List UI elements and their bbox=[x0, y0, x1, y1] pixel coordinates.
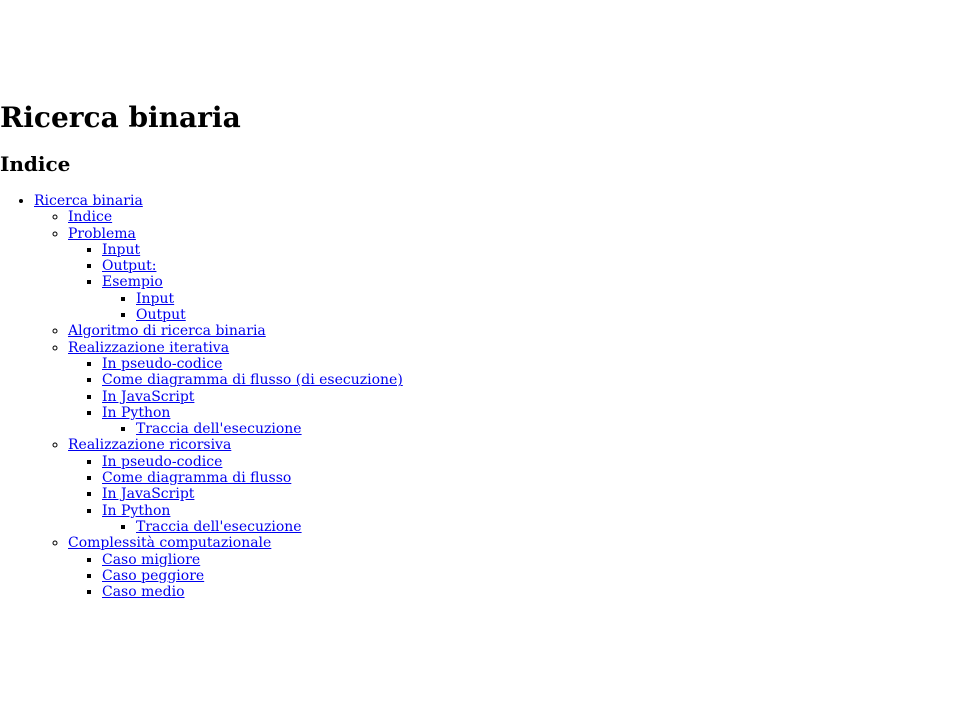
toc-item-in-python: In PythonTraccia dell'esecuzione bbox=[102, 503, 960, 536]
toc-link-come-diagramma-di-flusso[interactable]: Come diagramma di flusso bbox=[102, 470, 292, 487]
toc-item-input: Input bbox=[102, 242, 960, 258]
toc-link-traccia-dell-esecuzione[interactable]: Traccia dell'esecuzione bbox=[136, 518, 302, 535]
toc-link-in-python[interactable]: In Python bbox=[102, 404, 171, 421]
toc-link-input[interactable]: Input bbox=[136, 290, 175, 307]
toc-link-complessita-computazionale[interactable]: Complessità computazionale bbox=[68, 535, 272, 552]
toc-item-input: Input bbox=[136, 291, 960, 307]
toc-list-level-3: In pseudo-codiceCome diagramma di flusso… bbox=[68, 454, 960, 535]
toc-link-traccia-dell-esecuzione[interactable]: Traccia dell'esecuzione bbox=[136, 421, 302, 438]
toc-link-output[interactable]: Output bbox=[136, 307, 186, 324]
toc-item-realizzazione-ricorsiva: Realizzazione ricorsivaIn pseudo-codiceC… bbox=[68, 437, 960, 535]
toc-link-caso-migliore[interactable]: Caso migliore bbox=[102, 551, 201, 568]
toc-link-realizzazione-iterativa[interactable]: Realizzazione iterativa bbox=[68, 339, 230, 356]
toc-list-level-4: InputOutput bbox=[102, 291, 960, 324]
toc-item-indice: Indice bbox=[68, 209, 960, 225]
toc-link-algoritmo-di-ricerca-binaria[interactable]: Algoritmo di ricerca binaria bbox=[68, 323, 266, 340]
toc-item-in-pseudo-codice: In pseudo-codice bbox=[102, 454, 960, 470]
toc-list-level-2: IndiceProblemaInputOutput:EsempioInputOu… bbox=[34, 209, 960, 600]
toc-heading: Indice bbox=[0, 152, 71, 176]
toc-item-in-pseudo-codice: In pseudo-codice bbox=[102, 356, 960, 372]
toc-item-algoritmo-di-ricerca-binaria: Algoritmo di ricerca binaria bbox=[68, 323, 960, 339]
toc-list-level-3: In pseudo-codiceCome diagramma di flusso… bbox=[68, 356, 960, 437]
toc-item-problema: ProblemaInputOutput:EsempioInputOutput bbox=[68, 226, 960, 324]
toc-link-esempio[interactable]: Esempio bbox=[102, 274, 163, 291]
toc-link-in-python[interactable]: In Python bbox=[102, 502, 171, 519]
toc-link-come-diagramma-di-flusso-di-esecuzione[interactable]: Come diagramma di flusso (di esecuzione) bbox=[102, 372, 403, 389]
toc-link-output[interactable]: Output: bbox=[102, 258, 157, 275]
toc-link-input[interactable]: Input bbox=[102, 241, 141, 258]
toc-item-in-javascript: In JavaScript bbox=[102, 389, 960, 405]
toc-link-in-pseudo-codice[interactable]: In pseudo-codice bbox=[102, 355, 223, 372]
toc-item-come-diagramma-di-flusso-di-esecuzione: Come diagramma di flusso (di esecuzione) bbox=[102, 372, 960, 388]
toc-item-output: Output bbox=[136, 307, 960, 323]
toc-item-come-diagramma-di-flusso: Come diagramma di flusso bbox=[102, 470, 960, 486]
toc-item-caso-medio: Caso medio bbox=[102, 584, 960, 600]
toc-list-level-4: Traccia dell'esecuzione bbox=[102, 421, 960, 437]
toc-item-esempio: EsempioInputOutput bbox=[102, 274, 960, 323]
toc-item-traccia-dell-esecuzione: Traccia dell'esecuzione bbox=[136, 421, 960, 437]
toc-item-in-javascript: In JavaScript bbox=[102, 486, 960, 502]
page-title: Ricerca binaria bbox=[0, 101, 241, 134]
table-of-contents: Ricerca binariaIndiceProblemaInputOutput… bbox=[0, 193, 960, 600]
toc-item-complessita-computazionale: Complessità computazionaleCaso miglioreC… bbox=[68, 535, 960, 600]
toc-item-output: Output: bbox=[102, 258, 960, 274]
toc-item-realizzazione-iterativa: Realizzazione iterativaIn pseudo-codiceC… bbox=[68, 340, 960, 438]
toc-item-caso-migliore: Caso migliore bbox=[102, 552, 960, 568]
toc-link-ricerca-binaria[interactable]: Ricerca binaria bbox=[34, 193, 143, 209]
toc-item-caso-peggiore: Caso peggiore bbox=[102, 568, 960, 584]
toc-link-in-javascript[interactable]: In JavaScript bbox=[102, 486, 195, 503]
toc-link-caso-peggiore[interactable]: Caso peggiore bbox=[102, 567, 205, 584]
toc-link-in-pseudo-codice[interactable]: In pseudo-codice bbox=[102, 453, 223, 470]
toc-link-caso-medio[interactable]: Caso medio bbox=[102, 584, 185, 601]
toc-item-traccia-dell-esecuzione: Traccia dell'esecuzione bbox=[136, 519, 960, 535]
toc-item-ricerca-binaria: Ricerca binariaIndiceProblemaInputOutput… bbox=[34, 193, 960, 600]
toc-list-level-3: InputOutput:EsempioInputOutput bbox=[68, 242, 960, 323]
toc-link-problema[interactable]: Problema bbox=[68, 225, 136, 242]
toc-link-in-javascript[interactable]: In JavaScript bbox=[102, 388, 195, 405]
toc-list-level-3: Caso miglioreCaso peggioreCaso medio bbox=[68, 552, 960, 601]
toc-item-in-python: In PythonTraccia dell'esecuzione bbox=[102, 405, 960, 438]
toc-link-indice[interactable]: Indice bbox=[68, 209, 113, 226]
toc-list-level-4: Traccia dell'esecuzione bbox=[102, 519, 960, 535]
toc-list-level-1: Ricerca binariaIndiceProblemaInputOutput… bbox=[0, 193, 960, 600]
toc-link-realizzazione-ricorsiva[interactable]: Realizzazione ricorsiva bbox=[68, 437, 232, 454]
